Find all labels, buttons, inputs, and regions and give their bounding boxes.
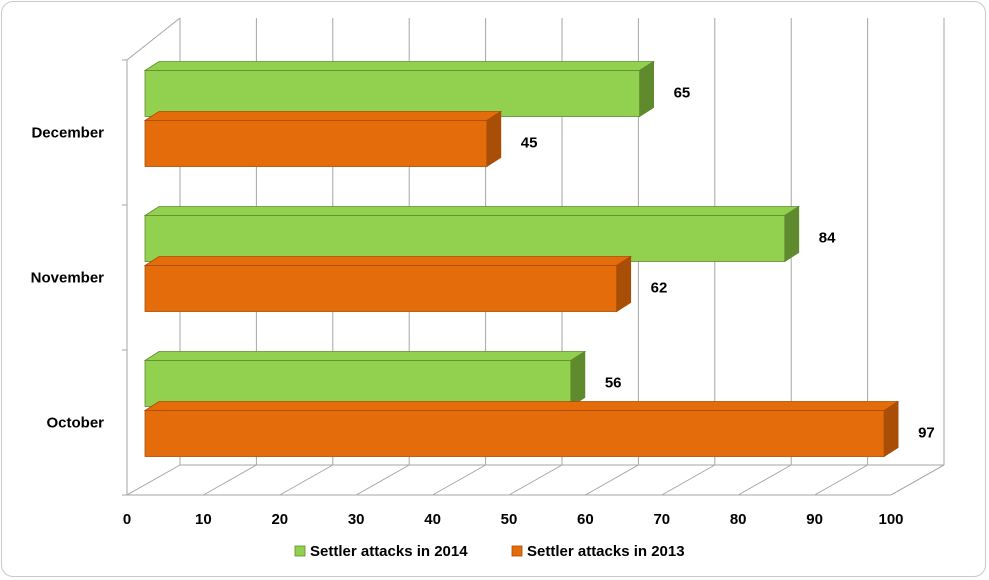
x-tick-label-20: 20 (271, 511, 288, 528)
floor-line-10 (203, 464, 257, 496)
bar-october-2014-end (570, 350, 586, 408)
floor-line-60 (585, 464, 639, 496)
left-wall-top-edge (126, 17, 181, 61)
bar-december-2014-end (639, 60, 654, 118)
floor-line-80 (737, 464, 792, 496)
bar-december-2013-end (486, 110, 502, 168)
bar-november-2013-top (143, 256, 633, 266)
data-label-december-2014: 65 (674, 85, 691, 102)
x-tick-label-80: 80 (730, 511, 747, 528)
floor-line-40 (432, 464, 486, 496)
x-tick-label-30: 30 (348, 511, 365, 528)
bar-october-2014 (143, 350, 587, 408)
bar-october-2014-front (144, 360, 572, 407)
bars (143, 60, 900, 458)
category-label-december: December (31, 125, 104, 142)
bar-october-2013-front (144, 410, 885, 457)
bar-december-2013-front (144, 120, 488, 167)
category-label-october: October (46, 415, 104, 432)
floor-right-edge (890, 464, 945, 496)
x-tick-label-0: 0 (123, 511, 131, 528)
bar-december-2013-top (143, 111, 503, 121)
bar-november-2014-end (784, 205, 800, 263)
floor-line-50 (508, 464, 563, 496)
floor-line-90 (814, 464, 868, 496)
bar-november-2013-front (144, 265, 618, 312)
bar-november-2014-top (143, 206, 801, 216)
bar-december-2013 (143, 110, 503, 168)
data-label-december-2013: 45 (521, 135, 538, 152)
bar-october-2013 (143, 400, 900, 458)
floor-line-20 (279, 464, 334, 496)
data-label-october-2013: 97 (918, 425, 935, 442)
x-tick-label-70: 70 (653, 511, 670, 528)
x-tick-label-40: 40 (424, 511, 441, 528)
legend-swatch-0 (294, 545, 306, 557)
bar-december-2014-front (144, 70, 641, 117)
floor-line-30 (355, 464, 410, 496)
bar-october-2013-end (883, 400, 899, 458)
bar-december-2014-top (143, 61, 655, 71)
x-tick-label-100: 100 (878, 511, 903, 528)
bar-december-2014 (143, 60, 655, 118)
axes (122, 17, 945, 496)
data-label-november-2014: 84 (819, 230, 836, 247)
floor-line-0 (126, 464, 181, 496)
legend-swatch-1 (511, 545, 523, 557)
legend-label-1: Settler attacks in 2013 (527, 543, 685, 560)
labels: 0 10 20 30 40 50 60 70 80 90 100 October 56 97 Novembe… (31, 85, 935, 529)
bar-october-2014-top (143, 351, 587, 361)
floor-line-70 (661, 464, 716, 496)
bar-november-2014 (143, 205, 801, 263)
bar-october-2013-top (143, 401, 900, 411)
legend: Settler attacks in 2014 Settler attacks i… (294, 543, 685, 560)
x-tick-label-50: 50 (501, 511, 518, 528)
x-tick-label-10: 10 (195, 511, 212, 528)
legend-label-0: Settler attacks in 2014 (310, 543, 468, 560)
data-label-october-2014: 56 (605, 375, 622, 392)
bar-november-2013-end (616, 255, 632, 313)
category-label-november: November (31, 270, 105, 287)
x-tick-label-60: 60 (577, 511, 594, 528)
data-label-november-2013: 62 (651, 280, 668, 297)
bar-november-2014-front (144, 215, 786, 262)
x-tick-label-90: 90 (806, 511, 823, 528)
bar-november-2013 (143, 255, 633, 313)
